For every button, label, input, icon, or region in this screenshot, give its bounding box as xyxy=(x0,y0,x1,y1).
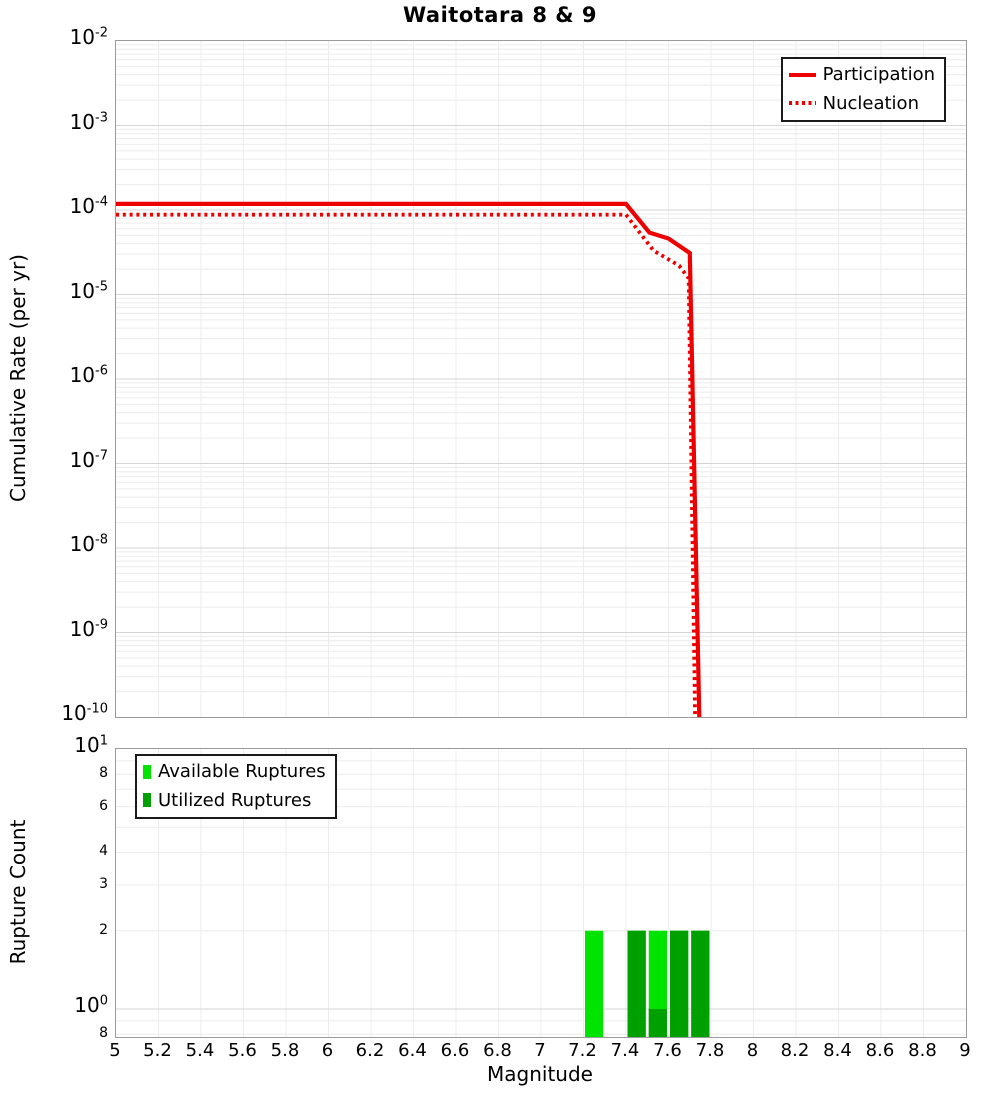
x-tick-label: 8.2 xyxy=(780,1040,810,1061)
count-y-minor-tick-label: 8 xyxy=(99,765,108,782)
utilized-legend-label: Utilized Ruptures xyxy=(158,789,312,811)
available-ruptures-bar xyxy=(585,930,604,1037)
x-tick-label: 5.8 xyxy=(270,1040,300,1061)
count-y-tick-label: 101 xyxy=(74,733,108,757)
utilized-ruptures-bar xyxy=(670,930,689,1037)
count-legend: Available Ruptures Utilized Ruptures xyxy=(135,754,337,820)
available-ruptures-swatch xyxy=(143,764,151,779)
x-tick-label: 8.6 xyxy=(865,1040,895,1061)
rate-y-tick-label: 10-4 xyxy=(69,194,108,218)
rate-y-tick-label: 10-5 xyxy=(69,278,108,303)
utilized-ruptures-bar xyxy=(691,930,710,1037)
utilized-ruptures-bar xyxy=(627,930,646,1037)
rate-y-tick-label: 10-9 xyxy=(69,616,108,641)
count-y-minor-tick-label: 6 xyxy=(99,797,108,814)
rate-y-tick-label: 10-6 xyxy=(69,363,108,387)
participation-line-swatch xyxy=(788,72,816,77)
x-tick-label: 8.8 xyxy=(908,1040,937,1061)
x-tick-label: 6.6 xyxy=(440,1040,470,1061)
x-tick-label: 5.6 xyxy=(228,1040,257,1061)
count-y-minor-tick-label: 4 xyxy=(99,843,108,860)
utilized-ruptures-bar xyxy=(648,1009,667,1037)
x-tick-label: 7.6 xyxy=(653,1040,682,1061)
rate-y-tick-label: 10-7 xyxy=(69,447,108,472)
nucleation-line-swatch xyxy=(788,101,816,106)
x-tick-label: 6.4 xyxy=(398,1040,427,1061)
x-tick-label: 5.4 xyxy=(185,1040,215,1061)
x-tick-label: 7.4 xyxy=(610,1040,640,1061)
x-tick-label: 7.8 xyxy=(695,1040,725,1061)
rate-plot-area: Participation Nucleation xyxy=(115,40,967,718)
x-tick-label: 7.2 xyxy=(568,1040,597,1061)
x-tick-label: 8 xyxy=(746,1040,759,1061)
count-y-minor-tick-label: 8 xyxy=(99,1025,108,1042)
participation-legend-label: Participation xyxy=(822,64,935,85)
x-tick-label: 5 xyxy=(109,1040,121,1061)
available-legend-entry: Available Ruptures xyxy=(143,761,326,783)
x-tick-label: 5.2 xyxy=(143,1040,172,1061)
x-axis-label: Magnitude xyxy=(487,1062,593,1086)
chart-title: Waitotara 8 & 9 xyxy=(403,3,597,27)
x-tick-label: 6.2 xyxy=(355,1040,385,1061)
utilized-legend-entry: Utilized Ruptures xyxy=(143,790,326,812)
x-tick-label: 6 xyxy=(321,1040,334,1061)
x-tick-label: 9 xyxy=(959,1040,971,1061)
available-legend-label: Available Ruptures xyxy=(158,761,326,782)
rate-plot-canvas xyxy=(116,41,966,717)
x-tick-label: 8.4 xyxy=(823,1040,852,1061)
rate-y-tick-label: 10-10 xyxy=(61,701,108,725)
x-tick-label: 7 xyxy=(534,1040,546,1061)
utilized-ruptures-swatch xyxy=(143,793,151,808)
nucleation-line xyxy=(116,212,697,717)
count-y-minor-tick-label: 3 xyxy=(99,875,108,892)
count-y-minor-tick-label: 2 xyxy=(99,921,108,938)
rate-y-tick-label: 10-3 xyxy=(69,109,108,134)
nucleation-legend-entry: Nucleation xyxy=(788,92,935,115)
nucleation-legend-label: Nucleation xyxy=(822,92,919,114)
rate-legend: Participation Nucleation xyxy=(780,57,946,123)
x-tick-label: 6.8 xyxy=(483,1040,512,1061)
rate-y-tick-label: 10-8 xyxy=(69,532,108,556)
participation-legend-entry: Participation xyxy=(788,64,935,86)
participation-line xyxy=(116,201,702,717)
count-y-tick-label: 100 xyxy=(74,993,108,1017)
count-plot-area: Available Ruptures Utilized Ruptures xyxy=(115,748,967,1038)
rate-y-tick-label: 10-2 xyxy=(69,25,108,49)
